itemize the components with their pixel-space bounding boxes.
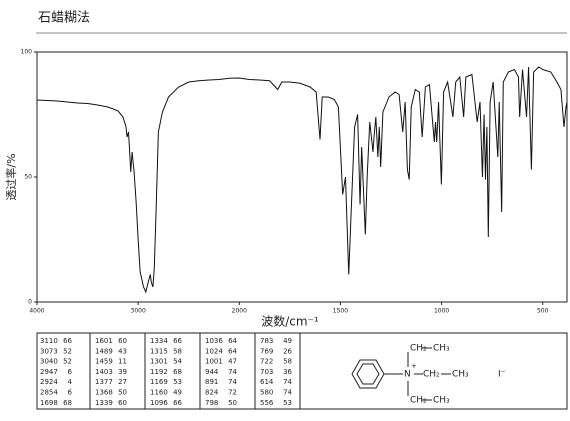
- structure-label: CH₂: [410, 396, 427, 406]
- peak-wavenumber: 1001: [205, 358, 223, 366]
- peak-intensity: 50: [228, 399, 237, 407]
- peak-intensity: 26: [283, 347, 292, 355]
- peak-wavenumber: 3040: [40, 358, 58, 366]
- peak-intensity: 53: [283, 399, 292, 407]
- peak-wavenumber: 1096: [150, 399, 168, 407]
- peak-intensity: 66: [63, 337, 72, 345]
- peak-intensity: 36: [283, 368, 292, 376]
- peak-wavenumber: 2924: [40, 378, 58, 386]
- peak-wavenumber: 1339: [95, 399, 113, 407]
- peak-wavenumber: 798: [205, 399, 218, 407]
- spectrum-line: [36, 66, 568, 294]
- peak-intensity: 64: [228, 347, 237, 355]
- peak-wavenumber: 580: [260, 389, 273, 397]
- y-tick-label: 100: [21, 49, 33, 56]
- peak-wavenumber: 3073: [40, 347, 58, 355]
- peak-intensity: 27: [118, 378, 127, 386]
- counter-ion: I⁻: [498, 370, 506, 380]
- peak-intensity: 54: [173, 358, 182, 366]
- peak-wavenumber: 783: [260, 337, 273, 345]
- structure-label: CH₃: [452, 370, 469, 380]
- peak-wavenumber: 1368: [95, 389, 113, 397]
- peak-intensity: 6: [68, 368, 73, 376]
- peak-wavenumber: 2854: [40, 389, 58, 397]
- peak-intensity: 4: [68, 378, 73, 386]
- peak-wavenumber: 1024: [205, 347, 223, 355]
- peak-intensity: 43: [118, 347, 127, 355]
- peak-wavenumber: 2947: [40, 368, 58, 376]
- peak-wavenumber: 769: [260, 347, 273, 355]
- peak-intensity: 50: [118, 389, 127, 397]
- peak-wavenumber: 1334: [150, 337, 168, 345]
- peak-wavenumber: 1698: [40, 399, 58, 407]
- y-tick-label: 0: [28, 299, 32, 306]
- peak-intensity: 52: [63, 347, 72, 355]
- y-axis-label: 透过率/%: [4, 153, 18, 200]
- x-tick-label: 500: [537, 308, 549, 315]
- table-frame: [36, 332, 568, 410]
- peak-wavenumber: 1036: [205, 337, 223, 345]
- peak-wavenumber: 556: [260, 399, 274, 407]
- peak-wavenumber: 824: [205, 389, 219, 397]
- peak-intensity: 58: [283, 358, 292, 366]
- peak-wavenumber: 891: [205, 378, 218, 386]
- peak-intensity: 49: [173, 389, 182, 397]
- peak-wavenumber: 1160: [150, 389, 168, 397]
- structure-bonds: [89, 333, 451, 409]
- peak-wavenumber: 1489: [95, 347, 113, 355]
- peak-intensity: 64: [228, 337, 237, 345]
- peak-wavenumber: 614: [260, 378, 274, 386]
- structure-label: CH₂: [410, 344, 427, 354]
- peak-wavenumber: 1192: [150, 368, 168, 376]
- peak-intensity: 68: [63, 399, 72, 407]
- peak-intensity: 6: [68, 389, 73, 397]
- structure-label: CH₃: [433, 396, 450, 406]
- page-title: 石蜡糊法: [38, 10, 90, 26]
- y-tick-label: 50: [24, 174, 32, 181]
- structure-label: +: [411, 362, 417, 370]
- peak-intensity: 74: [228, 368, 237, 376]
- peak-wavenumber: 703: [260, 368, 273, 376]
- x-tick-label: 1000: [434, 308, 449, 315]
- x-tick-label: 3000: [131, 308, 146, 315]
- peak-wavenumber: 1169: [150, 378, 168, 386]
- peak-intensity: 72: [228, 389, 237, 397]
- peak-wavenumber: 1403: [95, 368, 113, 376]
- x-tick-label: 4000: [29, 308, 44, 315]
- x-tick-label: 1500: [333, 308, 348, 315]
- x-tick-label: 2000: [232, 308, 247, 315]
- peak-wavenumber: 1377: [95, 378, 113, 386]
- peak-wavenumber: 3110: [40, 337, 58, 345]
- peak-intensity: 68: [173, 368, 182, 376]
- peak-wavenumber: 1301: [150, 358, 168, 366]
- peak-intensity: 66: [173, 399, 182, 407]
- x-axis-label: 波数/cm⁻¹: [261, 314, 319, 329]
- peak-intensity: 39: [118, 368, 127, 376]
- peak-wavenumber: 722: [260, 358, 273, 366]
- structure-label: CH₂: [423, 370, 440, 380]
- peak-intensity: 74: [283, 378, 292, 386]
- peak-intensity: 49: [283, 337, 292, 345]
- peak-intensity: 74: [228, 378, 237, 386]
- peak-intensity: 11: [118, 358, 127, 366]
- peak-intensity: 66: [173, 337, 182, 345]
- peak-intensity: 74: [283, 389, 292, 397]
- peak-intensity: 53: [173, 378, 182, 386]
- peak-intensity: 47: [228, 358, 237, 366]
- structure-label: CH₃: [433, 344, 450, 354]
- peak-wavenumber: 1459: [95, 358, 113, 366]
- structure-label: N: [404, 370, 411, 380]
- peak-wavenumber: 1601: [95, 337, 113, 345]
- peak-intensity: 60: [118, 337, 127, 345]
- peak-intensity: 52: [63, 358, 72, 366]
- peak-wavenumber: 944: [205, 368, 219, 376]
- peak-intensity: 58: [173, 347, 182, 355]
- peak-wavenumber: 1315: [150, 347, 168, 355]
- peak-intensity: 60: [118, 399, 127, 407]
